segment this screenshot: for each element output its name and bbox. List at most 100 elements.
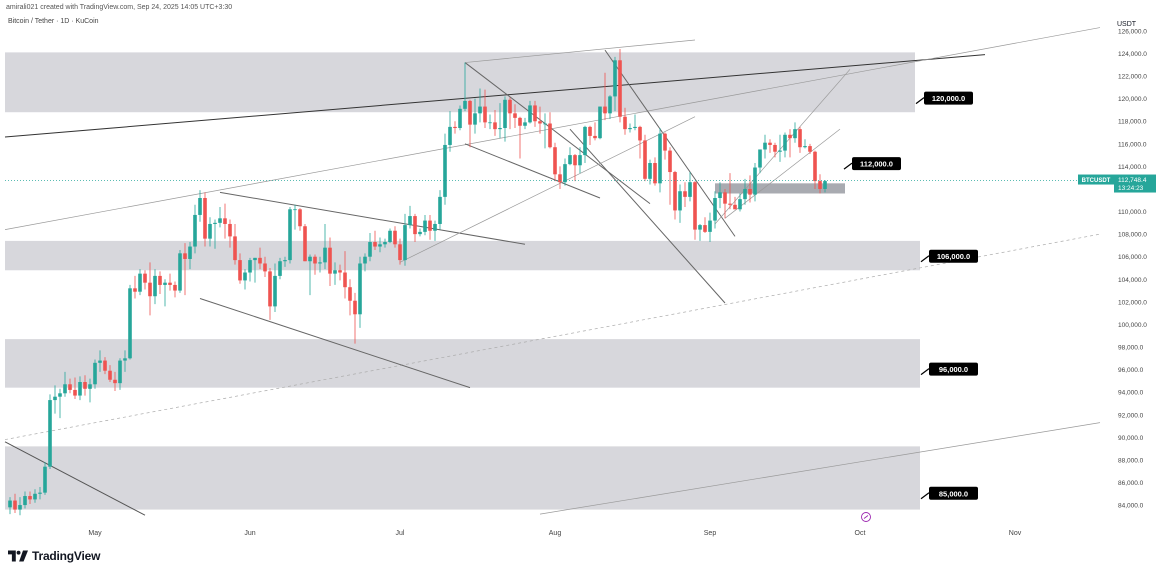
candle-body[interactable] bbox=[553, 147, 557, 175]
candle-body[interactable] bbox=[603, 106, 607, 114]
candle-body[interactable] bbox=[818, 181, 822, 189]
candle-body[interactable] bbox=[473, 113, 477, 125]
candle-body[interactable] bbox=[223, 218, 227, 224]
candle-body[interactable] bbox=[363, 256, 367, 264]
candle-body[interactable] bbox=[483, 106, 487, 123]
candle-body[interactable] bbox=[513, 113, 517, 118]
candle-body[interactable] bbox=[368, 242, 372, 257]
candle-body[interactable] bbox=[648, 163, 652, 179]
candle-body[interactable] bbox=[773, 144, 777, 152]
candle-body[interactable] bbox=[538, 121, 542, 124]
candle-body[interactable] bbox=[618, 60, 622, 117]
candle-body[interactable] bbox=[248, 260, 252, 273]
candle-body[interactable] bbox=[143, 273, 147, 283]
candle-body[interactable] bbox=[268, 271, 272, 307]
trendline[interactable] bbox=[4, 441, 146, 516]
candle-body[interactable] bbox=[328, 247, 332, 274]
candle-body[interactable] bbox=[163, 282, 167, 285]
candle-body[interactable] bbox=[378, 244, 382, 247]
candle-body[interactable] bbox=[428, 220, 432, 231]
support-resistance-zone[interactable] bbox=[5, 446, 920, 510]
candle-body[interactable] bbox=[183, 253, 187, 259]
candle-body[interactable] bbox=[83, 382, 87, 389]
zone-price-label[interactable]: 106,000.0 bbox=[920, 249, 978, 263]
candle-body[interactable] bbox=[448, 126, 452, 145]
candle-body[interactable] bbox=[653, 163, 657, 184]
candle-body[interactable] bbox=[718, 192, 722, 199]
candle-body[interactable] bbox=[18, 505, 22, 510]
candle-body[interactable] bbox=[93, 362, 97, 385]
candle-body[interactable] bbox=[698, 225, 702, 230]
candle-body[interactable] bbox=[33, 493, 37, 500]
candle-body[interactable] bbox=[508, 99, 512, 114]
candle-body[interactable] bbox=[188, 246, 192, 259]
candle-body[interactable] bbox=[808, 146, 812, 152]
candle-body[interactable] bbox=[748, 188, 752, 195]
candle-body[interactable] bbox=[753, 167, 757, 195]
candle-body[interactable] bbox=[208, 223, 212, 239]
candle-body[interactable] bbox=[788, 134, 792, 139]
trendline[interactable] bbox=[569, 128, 726, 304]
candle-body[interactable] bbox=[318, 262, 322, 264]
candle-body[interactable] bbox=[478, 106, 482, 114]
candle-body[interactable] bbox=[798, 129, 802, 148]
candle-body[interactable] bbox=[438, 196, 442, 224]
support-resistance-zone[interactable] bbox=[5, 339, 920, 388]
candle-body[interactable] bbox=[633, 126, 637, 129]
candle-body[interactable] bbox=[488, 122, 492, 124]
candle-body[interactable] bbox=[453, 126, 457, 129]
trendline[interactable] bbox=[464, 39, 696, 63]
candle-body[interactable] bbox=[173, 284, 177, 291]
candle-body[interactable] bbox=[443, 144, 447, 197]
candle-body[interactable] bbox=[398, 244, 402, 261]
candle-body[interactable] bbox=[713, 198, 717, 221]
candle-body[interactable] bbox=[203, 198, 207, 239]
support-resistance-zone[interactable] bbox=[5, 240, 920, 271]
candle-body[interactable] bbox=[458, 108, 462, 129]
candle-body[interactable] bbox=[278, 261, 282, 276]
candle-body[interactable] bbox=[703, 225, 707, 232]
candle-body[interactable] bbox=[43, 466, 47, 493]
candle-body[interactable] bbox=[673, 172, 677, 211]
candle-body[interactable] bbox=[233, 236, 237, 261]
candle-body[interactable] bbox=[218, 218, 222, 223]
trendline[interactable] bbox=[539, 422, 1101, 515]
candle-body[interactable] bbox=[588, 126, 592, 136]
candle-body[interactable] bbox=[333, 270, 337, 274]
candle-body[interactable] bbox=[408, 216, 412, 226]
candle-body[interactable] bbox=[348, 287, 352, 301]
candle-body[interactable] bbox=[373, 242, 377, 247]
candle-body[interactable] bbox=[643, 140, 647, 179]
candle-body[interactable] bbox=[228, 223, 232, 237]
candle-body[interactable] bbox=[743, 188, 747, 200]
trendline[interactable] bbox=[464, 143, 601, 199]
candle-body[interactable] bbox=[598, 106, 602, 139]
candle-body[interactable] bbox=[493, 122, 497, 130]
candle-body[interactable] bbox=[283, 260, 287, 262]
candle-body[interactable] bbox=[73, 389, 77, 396]
candle-body[interactable] bbox=[548, 123, 552, 148]
candle-body[interactable] bbox=[58, 393, 62, 397]
candle-body[interactable] bbox=[768, 142, 772, 145]
candle-body[interactable] bbox=[343, 272, 347, 288]
candle-body[interactable] bbox=[558, 174, 562, 183]
zone-price-label[interactable]: 96,000.0 bbox=[920, 362, 978, 376]
candle-body[interactable] bbox=[103, 360, 107, 371]
candle-body[interactable] bbox=[293, 209, 297, 211]
candle-body[interactable] bbox=[738, 199, 742, 210]
candle-body[interactable] bbox=[358, 263, 362, 315]
candle-body[interactable] bbox=[298, 209, 302, 227]
candle-body[interactable] bbox=[413, 216, 417, 235]
candle-body[interactable] bbox=[108, 370, 112, 380]
candle-body[interactable] bbox=[638, 126, 642, 141]
trendline[interactable] bbox=[714, 69, 851, 225]
candle-body[interactable] bbox=[543, 123, 547, 125]
candle-body[interactable] bbox=[338, 270, 342, 273]
candle-body[interactable] bbox=[138, 273, 142, 292]
candle-body[interactable] bbox=[503, 99, 507, 129]
trendline[interactable] bbox=[464, 62, 651, 205]
candle-body[interactable] bbox=[523, 122, 527, 126]
candle-body[interactable] bbox=[578, 155, 582, 166]
candle-body[interactable] bbox=[383, 242, 387, 245]
candle-body[interactable] bbox=[528, 105, 532, 123]
